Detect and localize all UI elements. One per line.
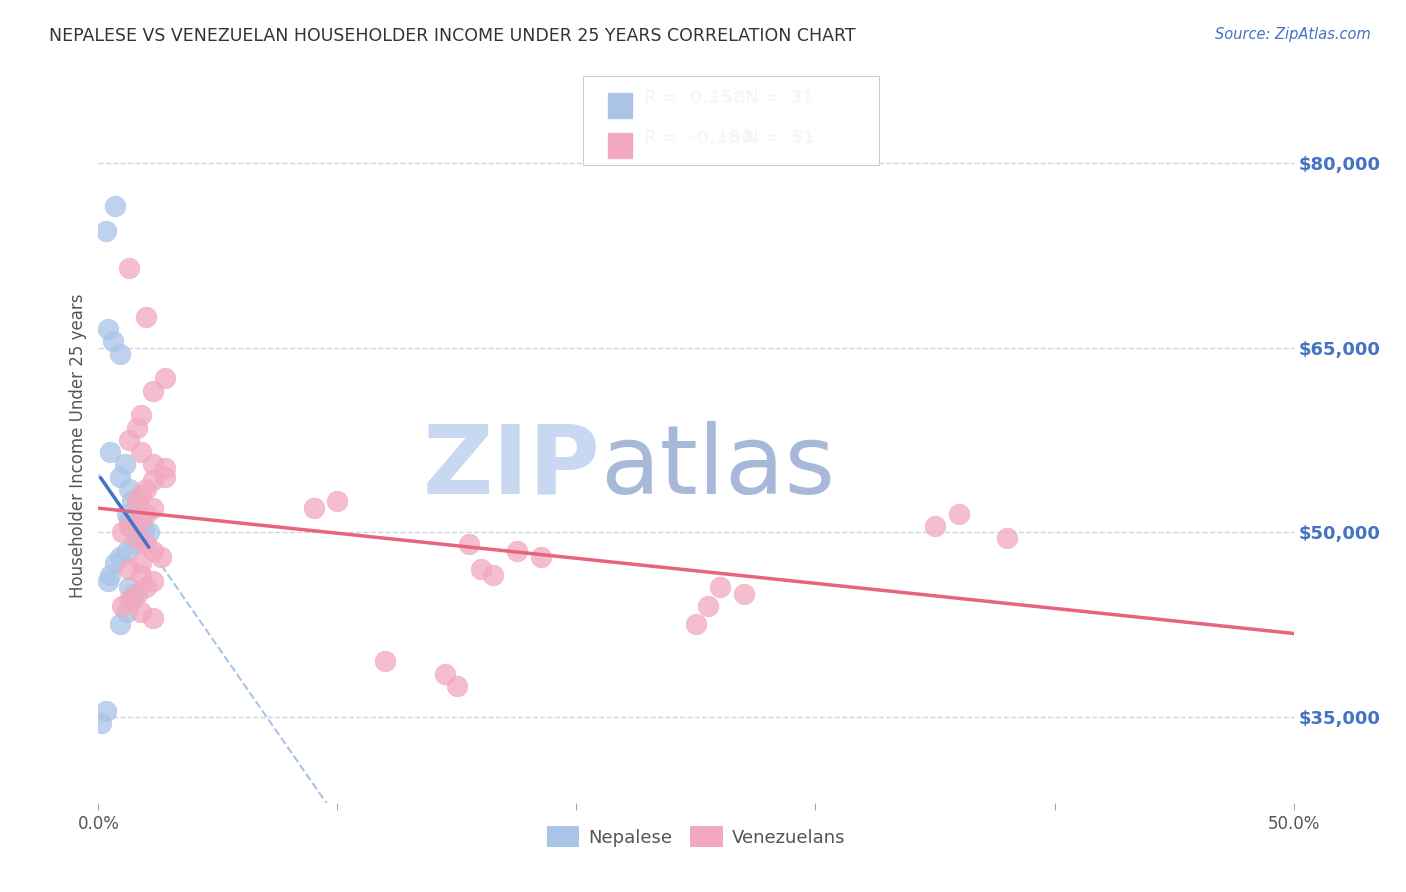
Point <box>302 500 325 515</box>
Point <box>108 469 131 483</box>
Point <box>94 224 117 238</box>
Point <box>142 543 165 558</box>
Point <box>142 611 165 625</box>
Text: N =: N = <box>745 129 785 147</box>
Point <box>111 525 134 540</box>
Point <box>101 334 124 349</box>
Point <box>948 507 970 521</box>
Point <box>142 500 165 515</box>
Point <box>104 199 127 213</box>
Point <box>114 458 136 472</box>
Text: -0.180: -0.180 <box>689 129 754 147</box>
Point <box>131 488 153 502</box>
Point <box>131 445 153 459</box>
Point <box>118 433 141 447</box>
Point <box>97 322 120 336</box>
Point <box>115 507 138 521</box>
Point <box>125 420 148 434</box>
Point <box>142 458 165 472</box>
Point <box>142 474 165 488</box>
Point <box>142 574 165 589</box>
Text: 0.158: 0.158 <box>689 89 747 107</box>
Point <box>481 568 505 582</box>
Text: R =: R = <box>644 129 683 147</box>
Point <box>135 310 157 324</box>
Point <box>446 679 468 693</box>
Point <box>125 587 148 601</box>
Point <box>118 482 141 496</box>
Point <box>125 498 148 512</box>
Point <box>374 654 396 668</box>
Point <box>97 574 120 589</box>
Point <box>326 494 349 508</box>
Point <box>125 494 148 508</box>
Point <box>995 531 1018 545</box>
Point <box>135 537 157 551</box>
Point <box>135 507 157 521</box>
Point <box>131 409 153 423</box>
Point <box>155 461 177 475</box>
Point <box>131 605 153 619</box>
Point <box>155 371 177 385</box>
Point <box>121 494 143 508</box>
Legend: Nepalese, Venezuelans: Nepalese, Venezuelans <box>540 819 852 855</box>
Point <box>118 260 141 275</box>
Point <box>124 537 146 551</box>
Point <box>118 513 141 527</box>
Point <box>685 617 707 632</box>
Text: NEPALESE VS VENEZUELAN HOUSEHOLDER INCOME UNDER 25 YEARS CORRELATION CHART: NEPALESE VS VENEZUELAN HOUSEHOLDER INCOM… <box>49 27 856 45</box>
Point <box>108 617 131 632</box>
Point <box>135 482 157 496</box>
Point <box>131 568 153 582</box>
Point <box>98 445 122 459</box>
Point <box>118 592 141 607</box>
Point <box>108 549 131 564</box>
Point <box>470 562 492 576</box>
Point <box>118 562 141 576</box>
Point <box>434 666 457 681</box>
Point <box>115 605 138 619</box>
Point <box>138 525 160 540</box>
Text: R =: R = <box>644 89 683 107</box>
Text: N =: N = <box>745 89 785 107</box>
Point <box>131 513 153 527</box>
Y-axis label: Householder Income Under 25 years: Householder Income Under 25 years <box>69 293 87 599</box>
Text: 31: 31 <box>790 89 815 107</box>
Point <box>458 537 481 551</box>
Point <box>124 587 146 601</box>
Text: atlas: atlas <box>600 421 835 514</box>
Point <box>506 543 529 558</box>
Point <box>530 549 553 564</box>
Point <box>149 549 172 564</box>
Point <box>108 347 131 361</box>
Text: Source: ZipAtlas.com: Source: ZipAtlas.com <box>1215 27 1371 42</box>
Point <box>118 581 141 595</box>
Point <box>125 531 148 545</box>
Point <box>121 592 143 607</box>
Point <box>131 556 153 570</box>
Point <box>111 599 134 613</box>
Point <box>709 581 731 595</box>
Text: ZIP: ZIP <box>422 421 600 514</box>
Point <box>90 715 112 730</box>
Point <box>94 704 117 718</box>
Text: 51: 51 <box>790 129 815 147</box>
Point <box>132 523 155 537</box>
Point <box>733 587 755 601</box>
Point <box>128 519 150 533</box>
Point <box>104 556 127 570</box>
Point <box>135 581 157 595</box>
Point <box>115 543 138 558</box>
Point <box>142 384 165 398</box>
Point <box>924 519 946 533</box>
Point <box>124 510 146 524</box>
Point <box>118 519 141 533</box>
Point <box>98 568 122 582</box>
Point <box>155 469 177 483</box>
Point <box>128 531 150 545</box>
Point <box>697 599 720 613</box>
